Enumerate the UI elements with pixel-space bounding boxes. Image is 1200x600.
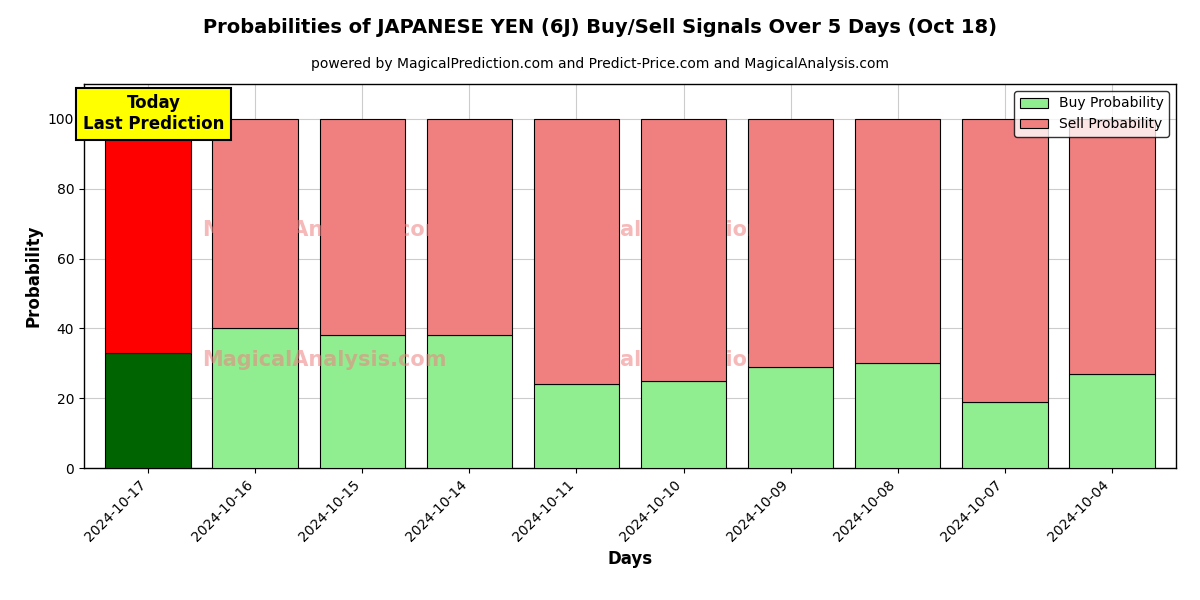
Bar [962,119,1048,401]
Bar [1069,119,1154,374]
Bar [426,119,512,335]
Text: MagicalPrediction.com: MagicalPrediction.com [551,350,818,370]
Bar [641,381,726,468]
Bar [212,119,298,328]
Text: powered by MagicalPrediction.com and Predict-Price.com and MagicalAnalysis.com: powered by MagicalPrediction.com and Pre… [311,57,889,71]
Bar [534,119,619,384]
Bar [748,367,834,468]
Bar [319,335,406,468]
Bar [106,353,191,468]
Bar [854,119,941,363]
Bar [854,363,941,468]
X-axis label: Days: Days [607,550,653,568]
Text: MagicalAnalysis.com: MagicalAnalysis.com [202,350,446,370]
Bar [212,328,298,468]
Bar [1069,374,1154,468]
Bar [106,119,191,353]
Bar [426,335,512,468]
Bar [319,119,406,335]
Bar [962,401,1048,468]
Text: Today
Last Prediction: Today Last Prediction [83,94,224,133]
Bar [534,384,619,468]
Text: MagicalPrediction.com: MagicalPrediction.com [551,220,818,240]
Bar [748,119,834,367]
Y-axis label: Probability: Probability [24,225,42,327]
Text: Probabilities of JAPANESE YEN (6J) Buy/Sell Signals Over 5 Days (Oct 18): Probabilities of JAPANESE YEN (6J) Buy/S… [203,18,997,37]
Bar [641,119,726,381]
Text: MagicalAnalysis.com: MagicalAnalysis.com [202,220,446,240]
Legend: Buy Probability, Sell Probability: Buy Probability, Sell Probability [1014,91,1169,137]
